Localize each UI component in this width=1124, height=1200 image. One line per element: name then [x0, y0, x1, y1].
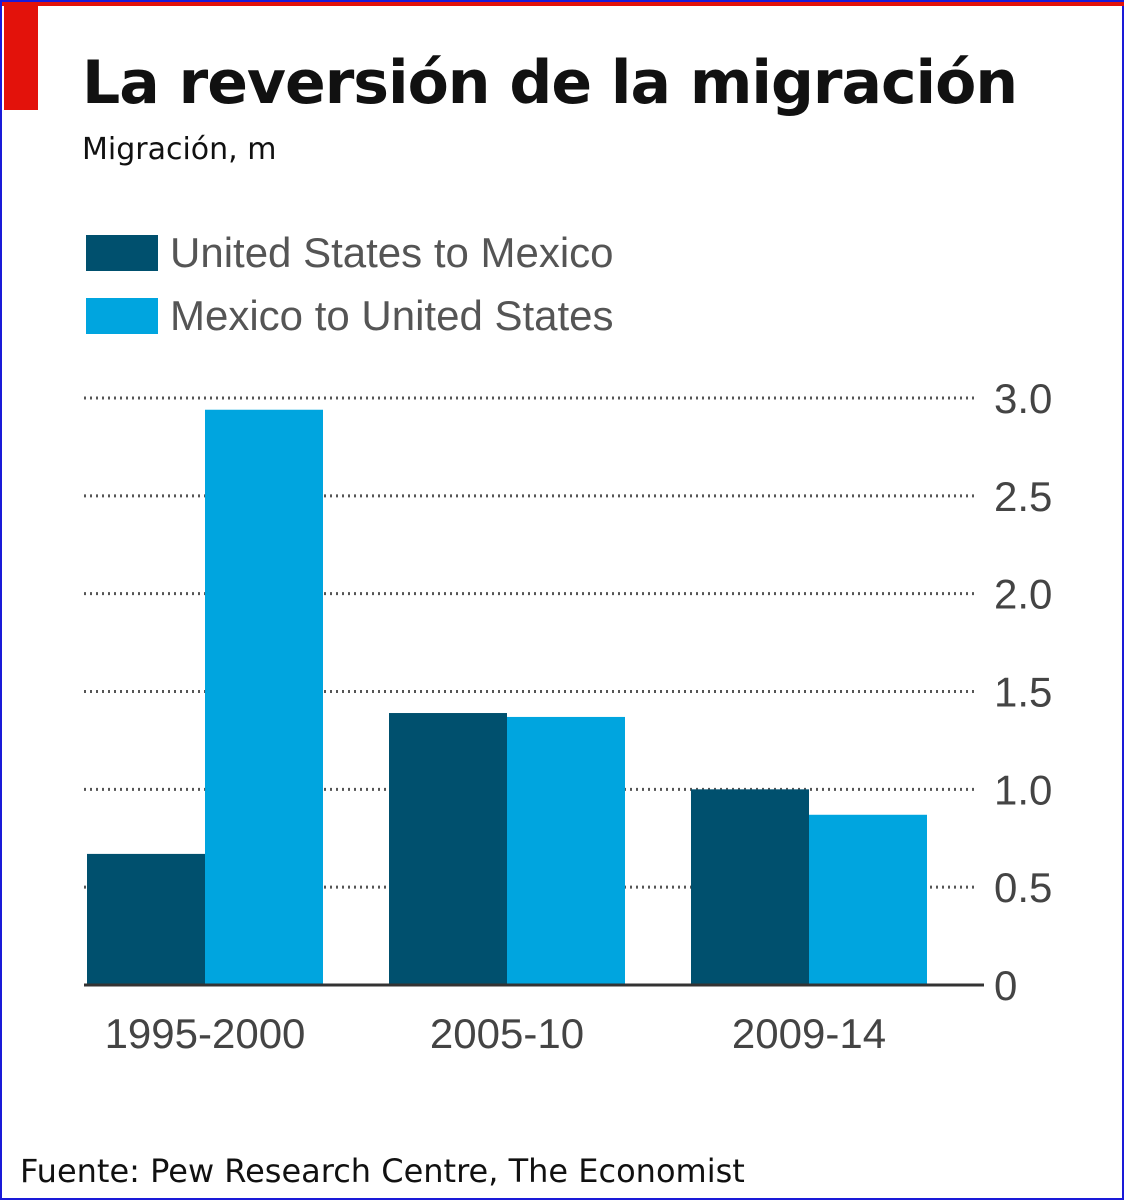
- top-accent-rule: [2, 2, 1124, 6]
- x-tick-label-1995-2000: 1995-2000: [105, 1010, 306, 1057]
- legend-swatch-mexico-to-us: [86, 298, 158, 334]
- legend-swatch-us-to-mexico: [86, 235, 158, 271]
- bar-united-states-to-mexico-2009-14: [691, 789, 809, 985]
- y-tick-label-0-5: 0.5: [994, 864, 1052, 911]
- bar-united-states-to-mexico-2005-10: [389, 713, 507, 985]
- y-tick-label-1-5: 1.5: [994, 669, 1052, 716]
- legend-item-mexico-to-us: Mexico to United States: [86, 292, 614, 339]
- x-tick-label-2005-10: 2005-10: [430, 1010, 584, 1057]
- source-note: Fuente: Pew Research Centre, The Economi…: [20, 1152, 745, 1190]
- y-tick-label-2-5: 2.5: [994, 473, 1052, 520]
- red-accent-tab: [4, 6, 38, 110]
- bar-mexico-to-united-states-1995-2000: [205, 409, 323, 985]
- bar-united-states-to-mexico-1995-2000: [87, 853, 205, 985]
- y-tick-label-1-0: 1.0: [994, 766, 1052, 813]
- legend-item-us-to-mexico: United States to Mexico: [86, 229, 614, 276]
- y-tick-label-2-0: 2.0: [994, 571, 1052, 618]
- x-tick-label-2009-14: 2009-14: [732, 1010, 886, 1057]
- chart-subtitle: Migración, m: [82, 132, 277, 167]
- legend-label-us-to-mexico: United States to Mexico: [170, 229, 614, 276]
- y-tick-label-3-0: 3.0: [994, 375, 1052, 422]
- bar-mexico-to-united-states-2009-14: [809, 814, 927, 985]
- y-tick-label-0: 0: [994, 962, 1017, 1009]
- legend-label-mexico-to-us: Mexico to United States: [170, 292, 614, 339]
- chart-title: La reversión de la migración: [82, 48, 1018, 118]
- bar-mexico-to-united-states-2005-10: [507, 716, 625, 985]
